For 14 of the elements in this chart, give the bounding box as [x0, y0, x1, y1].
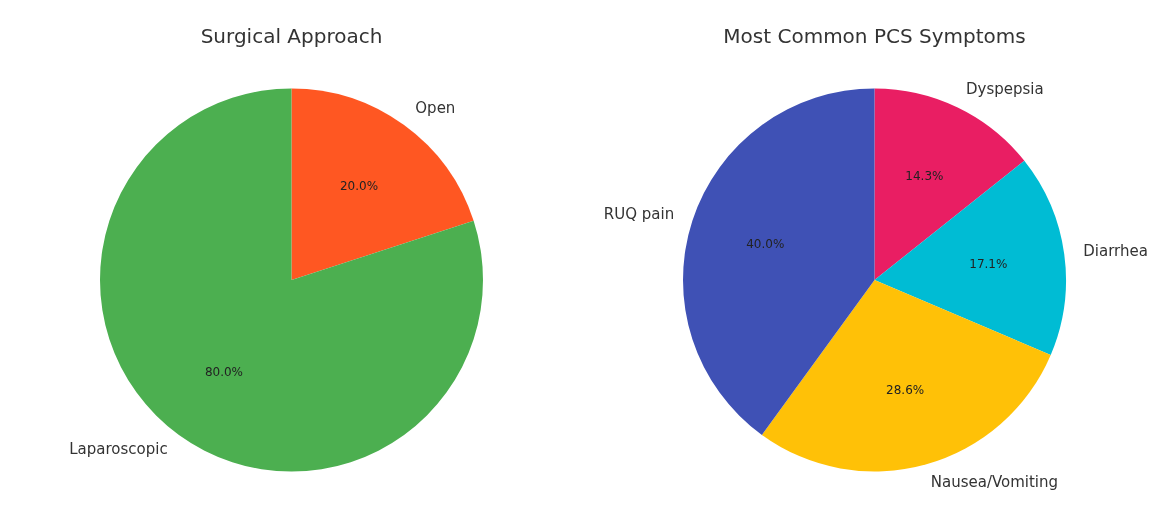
slice-label: RUQ pain [603, 204, 675, 223]
slice-label: Open [415, 99, 456, 118]
chart-title: Surgical Approach [200, 24, 383, 49]
data-label: 17.1% [969, 256, 1008, 271]
data-label: 14.3% [905, 168, 944, 183]
slice-label: Dyspepsia [965, 80, 1044, 99]
data-label: 80.0% [204, 365, 244, 380]
data-label: 28.6% [886, 382, 925, 397]
data-label: 20.0% [339, 179, 379, 194]
slice-label: Nausea/Vomiting [930, 472, 1059, 491]
slice-label: Diarrhea [1083, 241, 1148, 260]
data-label: 40.0% [746, 236, 785, 251]
slice-label: Laparoscopic [69, 440, 168, 459]
chart-title: Most Common PCS Symptoms [723, 24, 1026, 49]
